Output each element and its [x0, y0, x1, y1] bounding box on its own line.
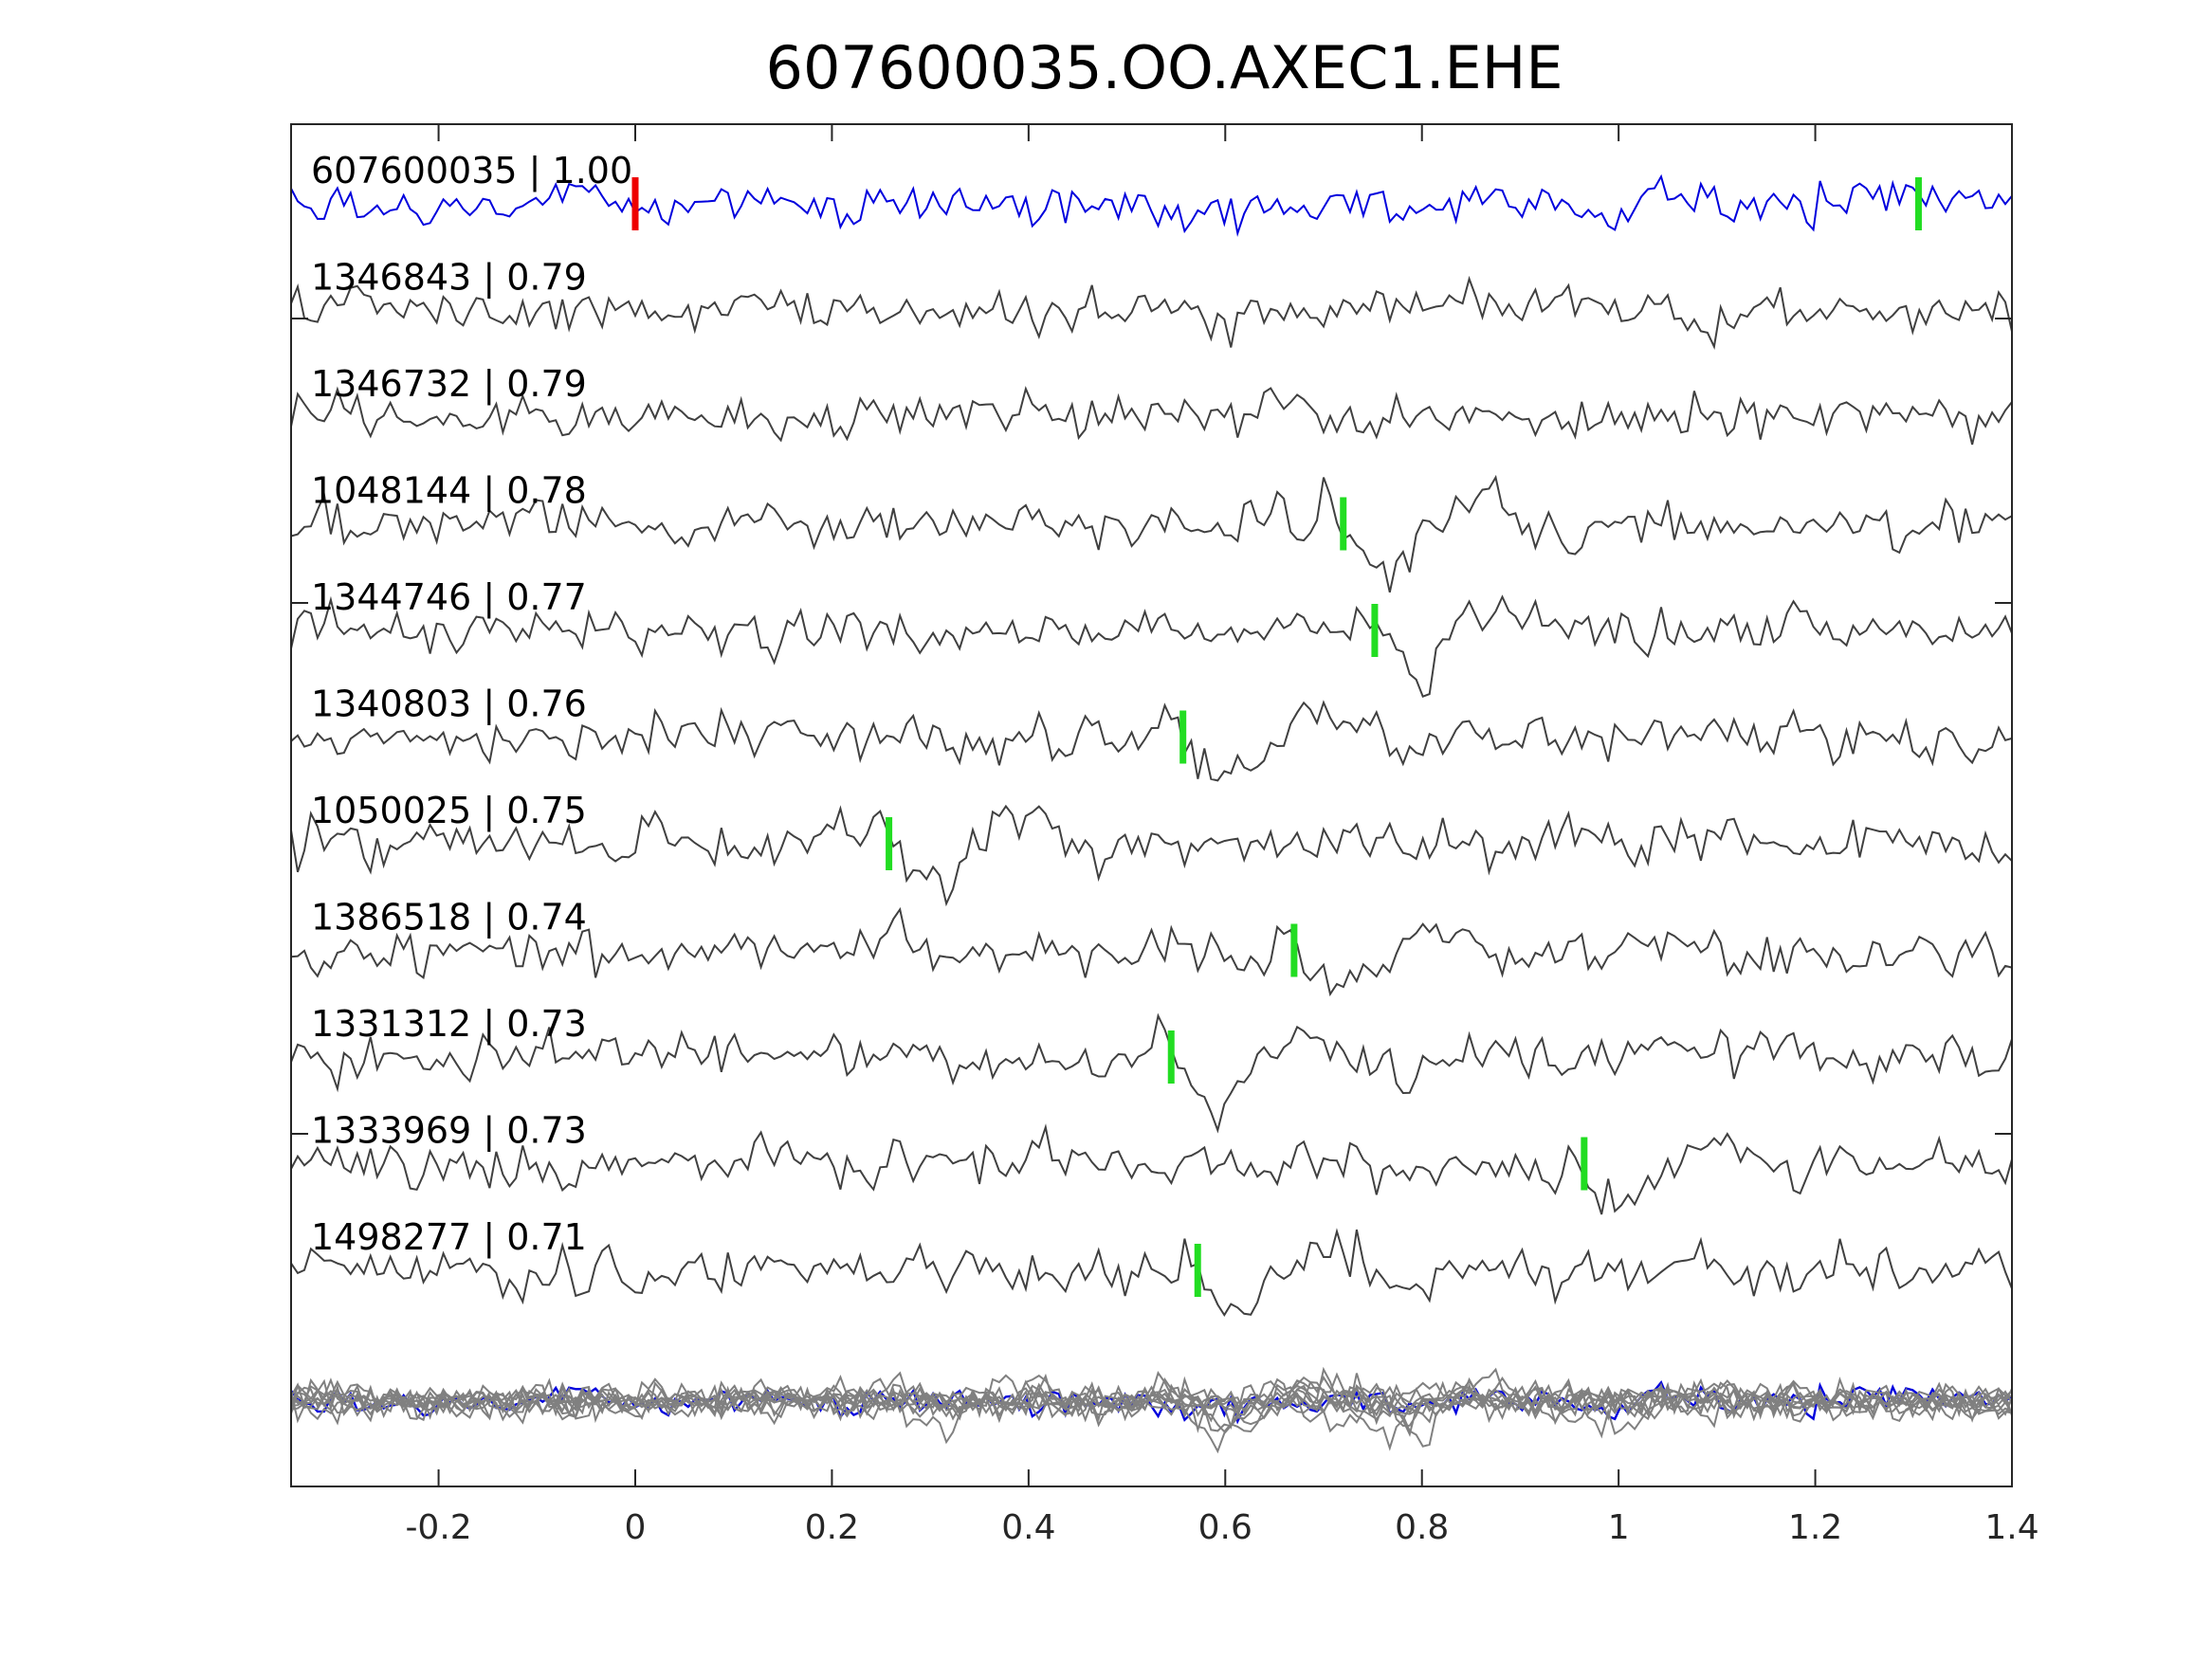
trace-label-1048144: 1048144 | 0.78: [311, 470, 587, 513]
trace-1344746: [290, 594, 2013, 698]
trace-label-1333969: 1333969 | 0.73: [311, 1110, 587, 1153]
trace-1048144: [290, 474, 2013, 593]
x-tick-label: 0.6: [1198, 1508, 1252, 1547]
x-tick-label: 0.2: [805, 1508, 859, 1547]
trace-1050025: [290, 804, 2013, 907]
overlay-trace-1331312: [290, 1371, 2013, 1454]
overlay-traces-group: [290, 1366, 2013, 1454]
x-tick-label: 0: [625, 1508, 647, 1547]
trace-1498277: [290, 1228, 2013, 1317]
x-tick-label: 1.4: [1984, 1508, 2038, 1547]
pick-markers-group: [631, 177, 1922, 1297]
trace-label-1346732: 1346732 | 0.79: [311, 363, 587, 406]
trace-label-1340803: 1340803 | 0.76: [311, 684, 587, 726]
trace-1340803: [290, 700, 2013, 782]
trace-label-1386518: 1386518 | 0.74: [311, 897, 587, 939]
trace-label-1346843: 1346843 | 0.79: [311, 257, 587, 300]
x-tick-label: 1: [1608, 1508, 1630, 1547]
x-axis-ticks: -0.2 0 0.2 0.4 0.6 0.8 1 1.2 1.4: [291, 124, 2039, 1547]
x-tick-label: 1.2: [1788, 1508, 1842, 1547]
overlay-trace-1333969: [290, 1373, 2013, 1439]
trace-label-1050025: 1050025 | 0.75: [311, 790, 587, 832]
trace-1346843: [290, 275, 2013, 351]
trace-label-1344746: 1344746 | 0.77: [311, 576, 587, 619]
trace-label-1498277: 1498277 | 0.71: [311, 1216, 587, 1259]
x-tick-label: 0.8: [1395, 1508, 1449, 1547]
overlay-trace-1498277: [290, 1372, 2013, 1433]
trace-1346732: [290, 386, 2013, 446]
trace-label-1331312: 1331312 | 0.73: [311, 1003, 587, 1046]
trace-1333969: [290, 1123, 2013, 1215]
axes-box: [290, 123, 2013, 1487]
x-tick-label: -0.2: [405, 1508, 471, 1547]
traces-group: [290, 173, 2013, 1317]
trace-607600035: [290, 173, 2013, 238]
trace-1331312: [290, 1012, 2013, 1134]
chart-title: 607600035.OO.AXEC1.EHE: [766, 33, 1563, 102]
x-tick-label: 0.4: [1001, 1508, 1055, 1547]
trace-label-607600035: 607600035 | 1.00: [311, 150, 632, 192]
trace-1386518: [290, 906, 2013, 997]
trace-labels-group: 607600035 | 1.00 1346843 | 0.79 1346732 | …: [311, 150, 632, 1259]
